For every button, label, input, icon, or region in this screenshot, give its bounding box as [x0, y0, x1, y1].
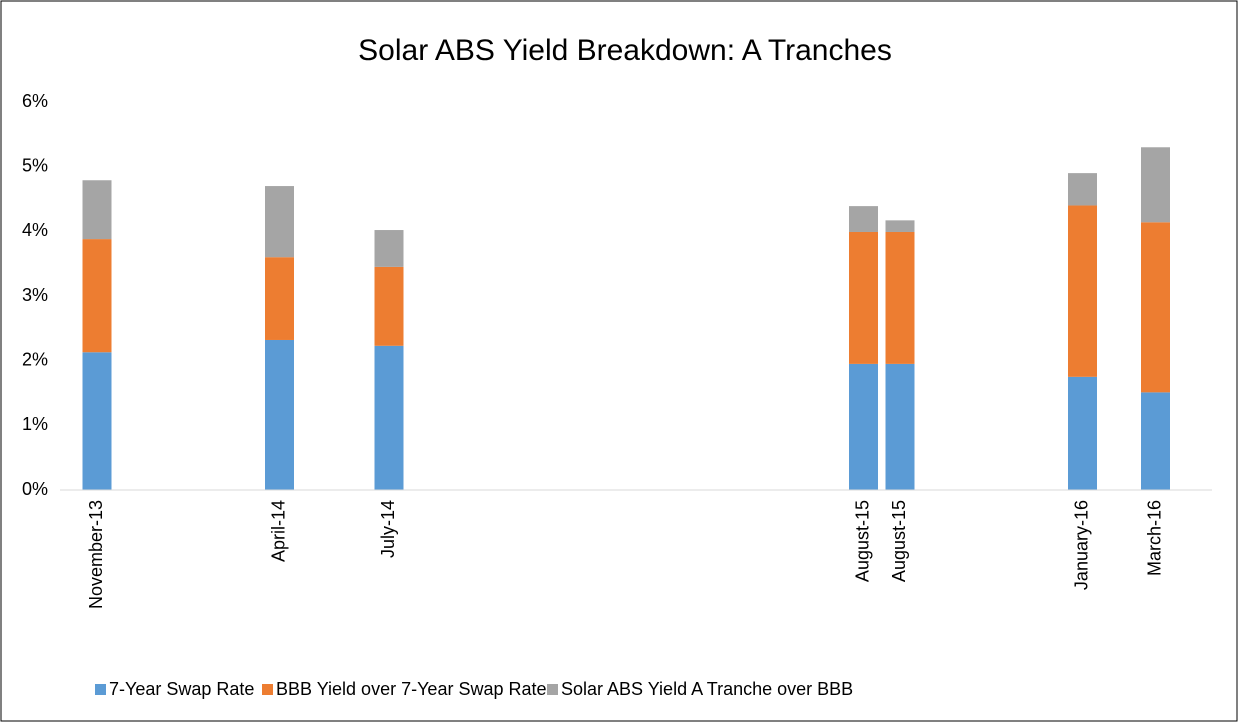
- x-tick-label: November-13: [86, 500, 106, 609]
- bar-segment: [1068, 173, 1097, 206]
- x-tick-label: January-16: [1071, 500, 1091, 590]
- bar-segment: [374, 345, 404, 490]
- legend-swatch: [262, 684, 273, 695]
- bar-segment: [885, 220, 915, 232]
- bar-segment: [374, 230, 404, 267]
- x-tick-label: July-14: [378, 500, 398, 558]
- bar-segment: [885, 231, 915, 364]
- legend-swatch: [95, 684, 106, 695]
- y-tick-label: 5%: [22, 155, 48, 175]
- bar-segment: [374, 266, 404, 346]
- y-tick-label: 4%: [22, 220, 48, 240]
- bar-segment: [885, 363, 915, 490]
- bar-segment: [849, 363, 878, 490]
- bar-segment: [265, 339, 294, 490]
- x-tick-label: August-15: [889, 500, 909, 582]
- x-tick-label: August-15: [852, 500, 872, 582]
- bar-segment: [265, 186, 294, 258]
- bar-segment: [82, 239, 112, 353]
- bar-segment: [1141, 222, 1170, 393]
- x-tick-label: April-14: [268, 500, 288, 562]
- bar-segment: [265, 257, 294, 340]
- y-tick-label: 0%: [22, 479, 48, 499]
- bar-segment: [1068, 205, 1097, 377]
- bar-segment: [1141, 147, 1170, 223]
- bar-segment: [82, 352, 112, 490]
- legend-label: 7-Year Swap Rate: [109, 679, 254, 699]
- y-tick-label: 2%: [22, 349, 48, 369]
- bar-segment: [849, 231, 878, 364]
- x-tick-label: March-16: [1144, 500, 1164, 576]
- bar-segment: [849, 206, 878, 232]
- bar-segment: [82, 180, 112, 240]
- y-tick-label: 6%: [22, 91, 48, 111]
- bar-segment: [1141, 392, 1170, 490]
- bar-segment: [1068, 376, 1097, 490]
- y-tick-label: 3%: [22, 285, 48, 305]
- chart-title: Solar ABS Yield Breakdown: A Tranches: [358, 34, 892, 67]
- legend-label: Solar ABS Yield A Tranche over BBB: [561, 679, 853, 699]
- y-tick-label: 1%: [22, 414, 48, 434]
- legend-swatch: [547, 684, 558, 695]
- legend-label: BBB Yield over 7-Year Swap Rate: [276, 679, 547, 699]
